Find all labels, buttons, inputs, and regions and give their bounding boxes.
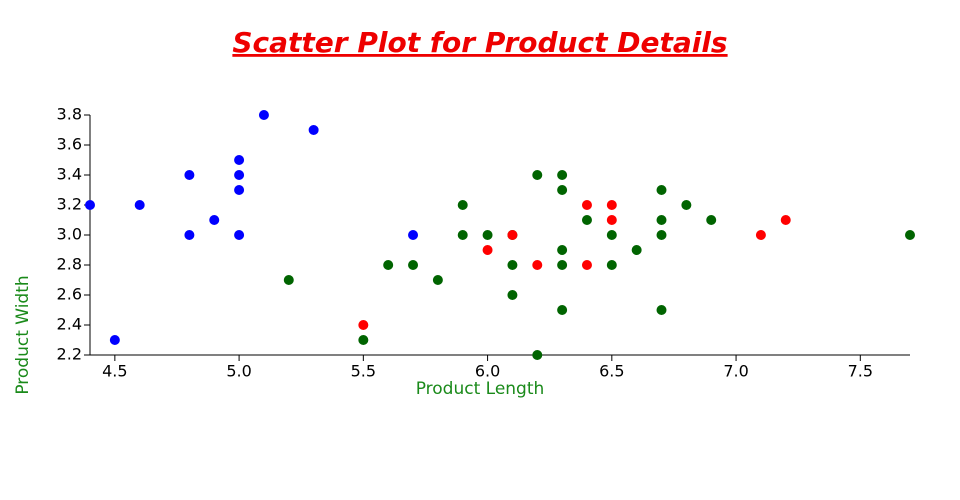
scatter-point [432,275,443,285]
scatter-point [358,335,369,345]
scatter-point [905,230,915,240]
scatter-point [308,125,319,135]
y-axis-label: Product Width [13,275,33,394]
scatter-point [606,230,617,240]
scatter-point [706,215,717,225]
x-tick-label: 6.5 [599,362,624,381]
scatter-point [507,290,518,300]
scatter-point [656,230,667,240]
scatter-point [631,245,642,255]
scatter-point [234,185,245,195]
scatter-point [209,215,220,225]
scatter-point [581,215,592,225]
scatter-point [358,320,369,330]
x-tick-label: 5.5 [351,362,376,381]
x-tick-label: 6.0 [475,362,500,381]
y-tick-label: 2.2 [57,345,82,364]
scatter-point [184,170,195,180]
scatter-point [656,305,667,315]
scatter-point [408,230,419,240]
scatter-point [656,185,667,195]
scatter-point [681,200,692,210]
scatter-point [234,230,245,240]
scatter-point [606,215,617,225]
y-tick-label: 3.6 [57,135,82,154]
y-tick-label: 3.4 [57,165,82,184]
scatter-point [457,200,468,210]
y-tick-label: 2.6 [57,285,82,304]
scatter-point [457,230,468,240]
y-tick-label: 3.8 [57,105,82,124]
scatter-point [755,230,766,240]
scatter-point [234,170,245,180]
scatter-point [581,260,592,270]
scatter-point [557,245,568,255]
y-tick-label: 2.4 [57,315,82,334]
y-tick-label: 2.8 [57,255,82,274]
scatter-point [482,245,493,255]
scatter-point [532,170,543,180]
scatter-point [109,335,120,345]
scatter-point [85,200,95,210]
x-tick-label: 7.5 [848,362,873,381]
scatter-point [606,200,617,210]
x-tick-label: 5.0 [226,362,251,381]
scatter-point [532,350,543,360]
y-tick-label: 3.2 [57,195,82,214]
scatter-point [656,215,667,225]
scatter-point [557,170,568,180]
x-tick-label: 4.5 [102,362,127,381]
scatter-point [408,260,419,270]
scatter-point [532,260,543,270]
x-tick-label: 7.0 [723,362,748,381]
chart-title: Scatter Plot for Product Details [232,26,727,59]
scatter-point [482,230,493,240]
scatter-point [383,260,394,270]
scatter-point [184,230,195,240]
scatter-point [581,200,592,210]
x-axis-label: Product Length [416,379,545,399]
scatter-point [234,155,245,165]
scatter-point [780,215,791,225]
scatter-point [283,275,294,285]
scatter-point [258,110,269,120]
scatter-point [507,230,518,240]
scatter-point [557,305,568,315]
y-tick-label: 3.0 [57,225,82,244]
scatter-point [557,260,568,270]
scatter-point [606,260,617,270]
scatter-point [507,260,518,270]
scatter-point [134,200,145,210]
scatter-point [557,185,568,195]
